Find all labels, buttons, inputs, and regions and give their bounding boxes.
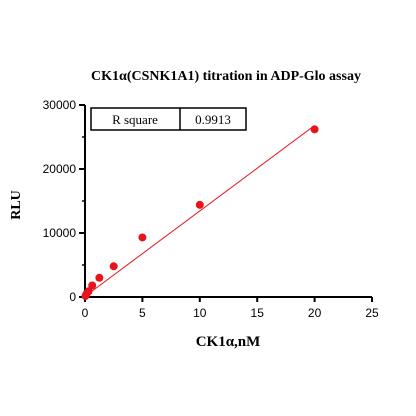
x-tick-label: 10 xyxy=(193,306,207,320)
x-tick-label: 20 xyxy=(308,306,322,320)
y-axis: 0 10000 20000 30000 xyxy=(43,98,86,304)
x-tick-label: 15 xyxy=(251,306,265,320)
data-point xyxy=(84,287,93,296)
y-tick-label: 20000 xyxy=(43,162,77,176)
stats-label: R square xyxy=(112,112,158,127)
x-axis-label: CK1α,nM xyxy=(196,334,261,350)
y-axis-label: RLU xyxy=(9,190,24,220)
data-point xyxy=(310,125,319,134)
x-tick-label: 0 xyxy=(82,306,89,320)
y-tick-label: 10000 xyxy=(43,226,77,240)
data-point xyxy=(138,233,147,242)
x-axis: 0 5 10 15 20 25 xyxy=(82,296,379,320)
x-tick-label: 5 xyxy=(139,306,146,320)
fit-line xyxy=(84,125,315,297)
data-point xyxy=(88,281,97,290)
y-tick-label: 0 xyxy=(69,290,76,304)
stats-box: R square 0.9913 xyxy=(90,107,247,131)
chart-title: CK1α(CSNK1A1) titration in ADP-Glo assay xyxy=(91,69,361,84)
data-points xyxy=(81,125,319,301)
x-tick-label: 25 xyxy=(365,306,379,320)
data-point xyxy=(195,200,204,209)
y-tick-label: 30000 xyxy=(43,98,77,112)
fit-line-layer xyxy=(84,125,315,297)
stats-box-frame xyxy=(90,107,247,131)
data-point xyxy=(109,262,118,271)
stats-value: 0.9913 xyxy=(195,112,231,127)
data-point xyxy=(95,273,104,282)
